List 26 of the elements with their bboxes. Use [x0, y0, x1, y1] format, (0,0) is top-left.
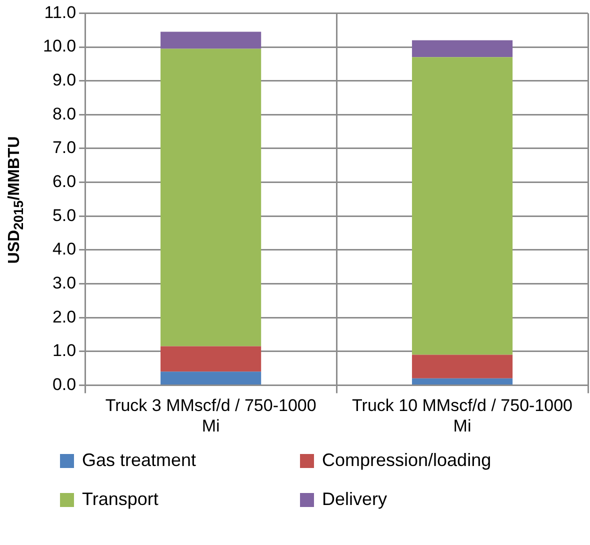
bar: [160, 48, 262, 346]
bar: [412, 40, 513, 58]
bar: [412, 378, 513, 384]
y-tick-label: 11.0: [44, 2, 76, 22]
bar: [412, 57, 513, 355]
bar: [160, 372, 262, 384]
bar: [412, 354, 513, 378]
bar: [160, 32, 262, 49]
y-tick-label: 3.0: [52, 273, 76, 292]
y-tick-label: 9.0: [52, 70, 76, 90]
y-tick-label: 5.0: [52, 206, 76, 225]
legend-label: Transport: [82, 489, 158, 510]
y-tick-label: 7.0: [52, 138, 76, 158]
legend-label: Delivery: [322, 489, 388, 510]
y-tick-label: 1.0: [52, 341, 76, 360]
x-tick-label: Truck 3 MMscf/d / 750-1000 Mi: [105, 396, 316, 436]
y-tick-label: 10.0: [42, 36, 76, 56]
legend-label: Gas treatment: [82, 450, 196, 471]
y-tick-label: 2.0: [52, 307, 76, 326]
y-tick-label: 4.0: [52, 240, 76, 259]
x-tick-label: Truck 10 MMscf/d / 750-1000 Mi: [352, 396, 573, 436]
bar: [160, 346, 262, 372]
legend-label: Compression/loading: [322, 450, 492, 471]
y-tick-label: 6.0: [52, 172, 76, 191]
y-tick-label: 0.0: [52, 374, 76, 394]
y-tick-label: 8.0: [52, 104, 76, 124]
